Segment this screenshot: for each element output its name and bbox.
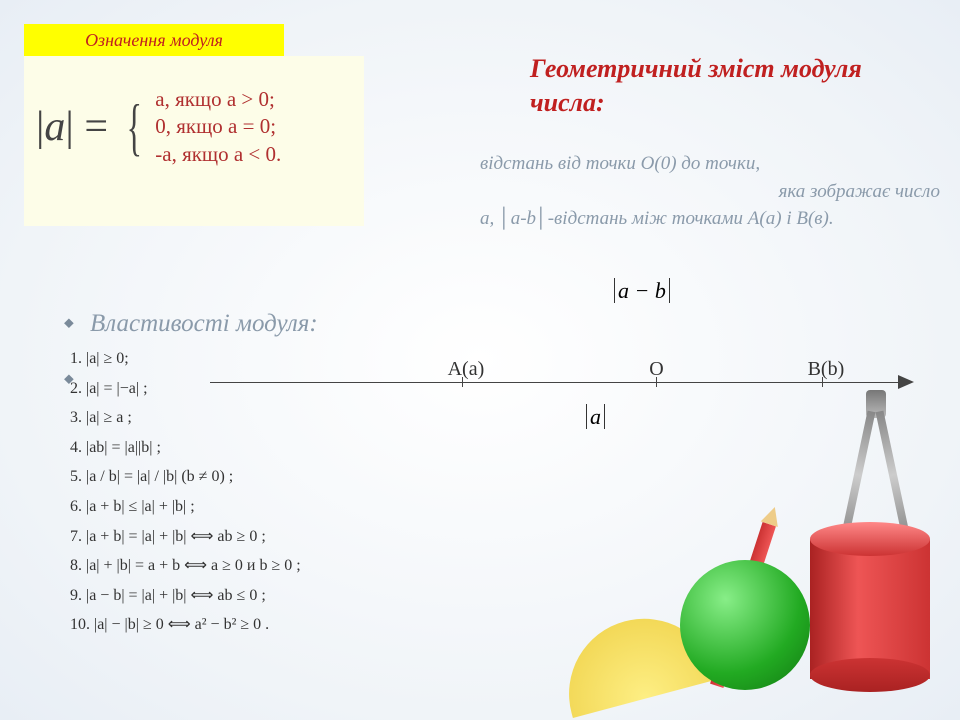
property-item: 9. |a − b| = |a| + |b| ⟺ ab ≤ 0 ; (70, 581, 301, 611)
geom-desc-line-2: яка зображає число (480, 178, 940, 206)
property-item: 6. |a + b| ≤ |a| + |b| ; (70, 492, 301, 522)
geom-desc-line-3: а, │a-b│-відстань між точками A(a) і B(в… (480, 205, 940, 233)
definition-box: |a| = { a, якщо a > 0; 0, якщо a = 0; -a… (24, 56, 364, 226)
def-case-2: 0, якщо a = 0; (155, 113, 281, 140)
number-line-point-b: B(b) (808, 358, 845, 381)
number-line-origin: O (649, 358, 663, 381)
property-item: 10. |a| − |b| ≥ 0 ⟺ a² − b² ≥ 0 . (70, 610, 301, 640)
property-item: 5. |a / b| = |a| / |b| (b ≠ 0) ; (70, 462, 301, 492)
property-item: 4. |ab| = |a||b| ; (70, 433, 301, 463)
property-item: 7. |a + b| = |a| + |b| ⟺ ab ≥ 0 ; (70, 522, 301, 552)
definition-cases: a, якщо a > 0; 0, якщо a = 0; -a, якщо a… (155, 86, 281, 168)
definition-left: |a| = (36, 103, 108, 151)
brace-icon: { (127, 101, 142, 152)
sphere-icon (680, 560, 810, 690)
number-line-axis (210, 382, 900, 383)
geom-desc-line-1: відстань від точки O(0) до точки, (480, 150, 940, 178)
def-case-1: a, якщо a > 0; (155, 86, 281, 113)
definition-label: Означення модуля (24, 24, 284, 57)
number-line-point-a: A(a) (448, 358, 485, 381)
def-case-3: -a, якщо a < 0. (155, 141, 281, 168)
properties-title: Властивості модуля: (90, 310, 318, 338)
property-item: 8. |a| + |b| = a + b ⟺ a ≥ 0 и b ≥ 0 ; (70, 551, 301, 581)
property-item: 3. |a| ≥ a ; (70, 403, 301, 433)
distance-ab-expression: a − b (614, 278, 670, 304)
geometric-description: відстань від точки O(0) до точки, яка зо… (480, 150, 940, 233)
compass-icon (834, 390, 924, 540)
cylinder-icon (810, 522, 930, 692)
bullet-icon: ⬥ (64, 316, 74, 332)
geometric-title: Геометричний зміст модуля числа: (530, 52, 930, 120)
arrow-right-icon (898, 375, 914, 389)
number-line: A(a) O B(b) (210, 370, 930, 400)
abs-a-expression: a (586, 404, 605, 430)
